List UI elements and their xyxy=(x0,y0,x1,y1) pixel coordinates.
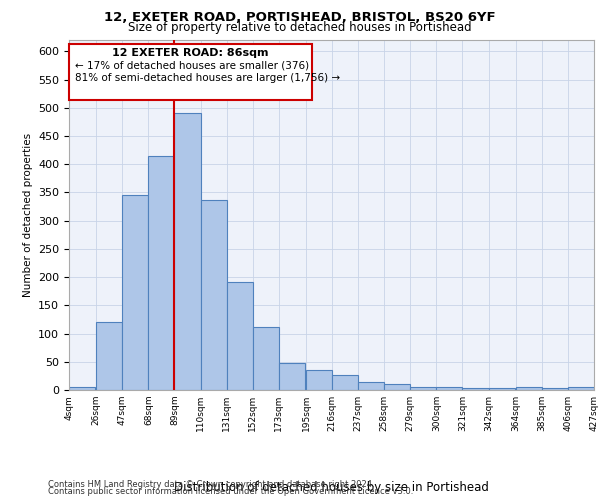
Text: 81% of semi-detached houses are larger (1,756) →: 81% of semi-detached houses are larger (… xyxy=(75,74,340,84)
Bar xyxy=(410,386,436,390)
Text: Size of property relative to detached houses in Portishead: Size of property relative to detached ho… xyxy=(128,22,472,35)
Bar xyxy=(175,114,200,390)
Text: 12, EXETER ROAD, PORTISHEAD, BRISTOL, BS20 6YF: 12, EXETER ROAD, PORTISHEAD, BRISTOL, BS… xyxy=(104,11,496,24)
Bar xyxy=(122,195,148,390)
Bar xyxy=(253,327,279,390)
Bar xyxy=(306,370,332,390)
Bar xyxy=(488,388,515,390)
Bar xyxy=(463,388,488,390)
FancyBboxPatch shape xyxy=(69,44,312,100)
Bar xyxy=(568,387,594,390)
Bar xyxy=(332,376,358,390)
Bar xyxy=(97,322,122,390)
Text: ← 17% of detached houses are smaller (376): ← 17% of detached houses are smaller (37… xyxy=(75,61,310,71)
Bar xyxy=(358,382,384,390)
Bar xyxy=(436,387,463,390)
Bar xyxy=(542,388,568,390)
Bar xyxy=(384,384,410,390)
Text: 12 EXETER ROAD: 86sqm: 12 EXETER ROAD: 86sqm xyxy=(112,48,269,58)
Bar xyxy=(516,387,542,390)
Bar xyxy=(200,200,227,390)
Text: Contains public sector information licensed under the Open Government Licence v3: Contains public sector information licen… xyxy=(48,488,413,496)
X-axis label: Distribution of detached houses by size in Portishead: Distribution of detached houses by size … xyxy=(174,481,489,494)
Bar xyxy=(279,363,305,390)
Y-axis label: Number of detached properties: Number of detached properties xyxy=(23,133,32,297)
Bar xyxy=(148,156,175,390)
Bar xyxy=(69,387,95,390)
Bar xyxy=(227,282,253,390)
Text: Contains HM Land Registry data © Crown copyright and database right 2024.: Contains HM Land Registry data © Crown c… xyxy=(48,480,374,489)
